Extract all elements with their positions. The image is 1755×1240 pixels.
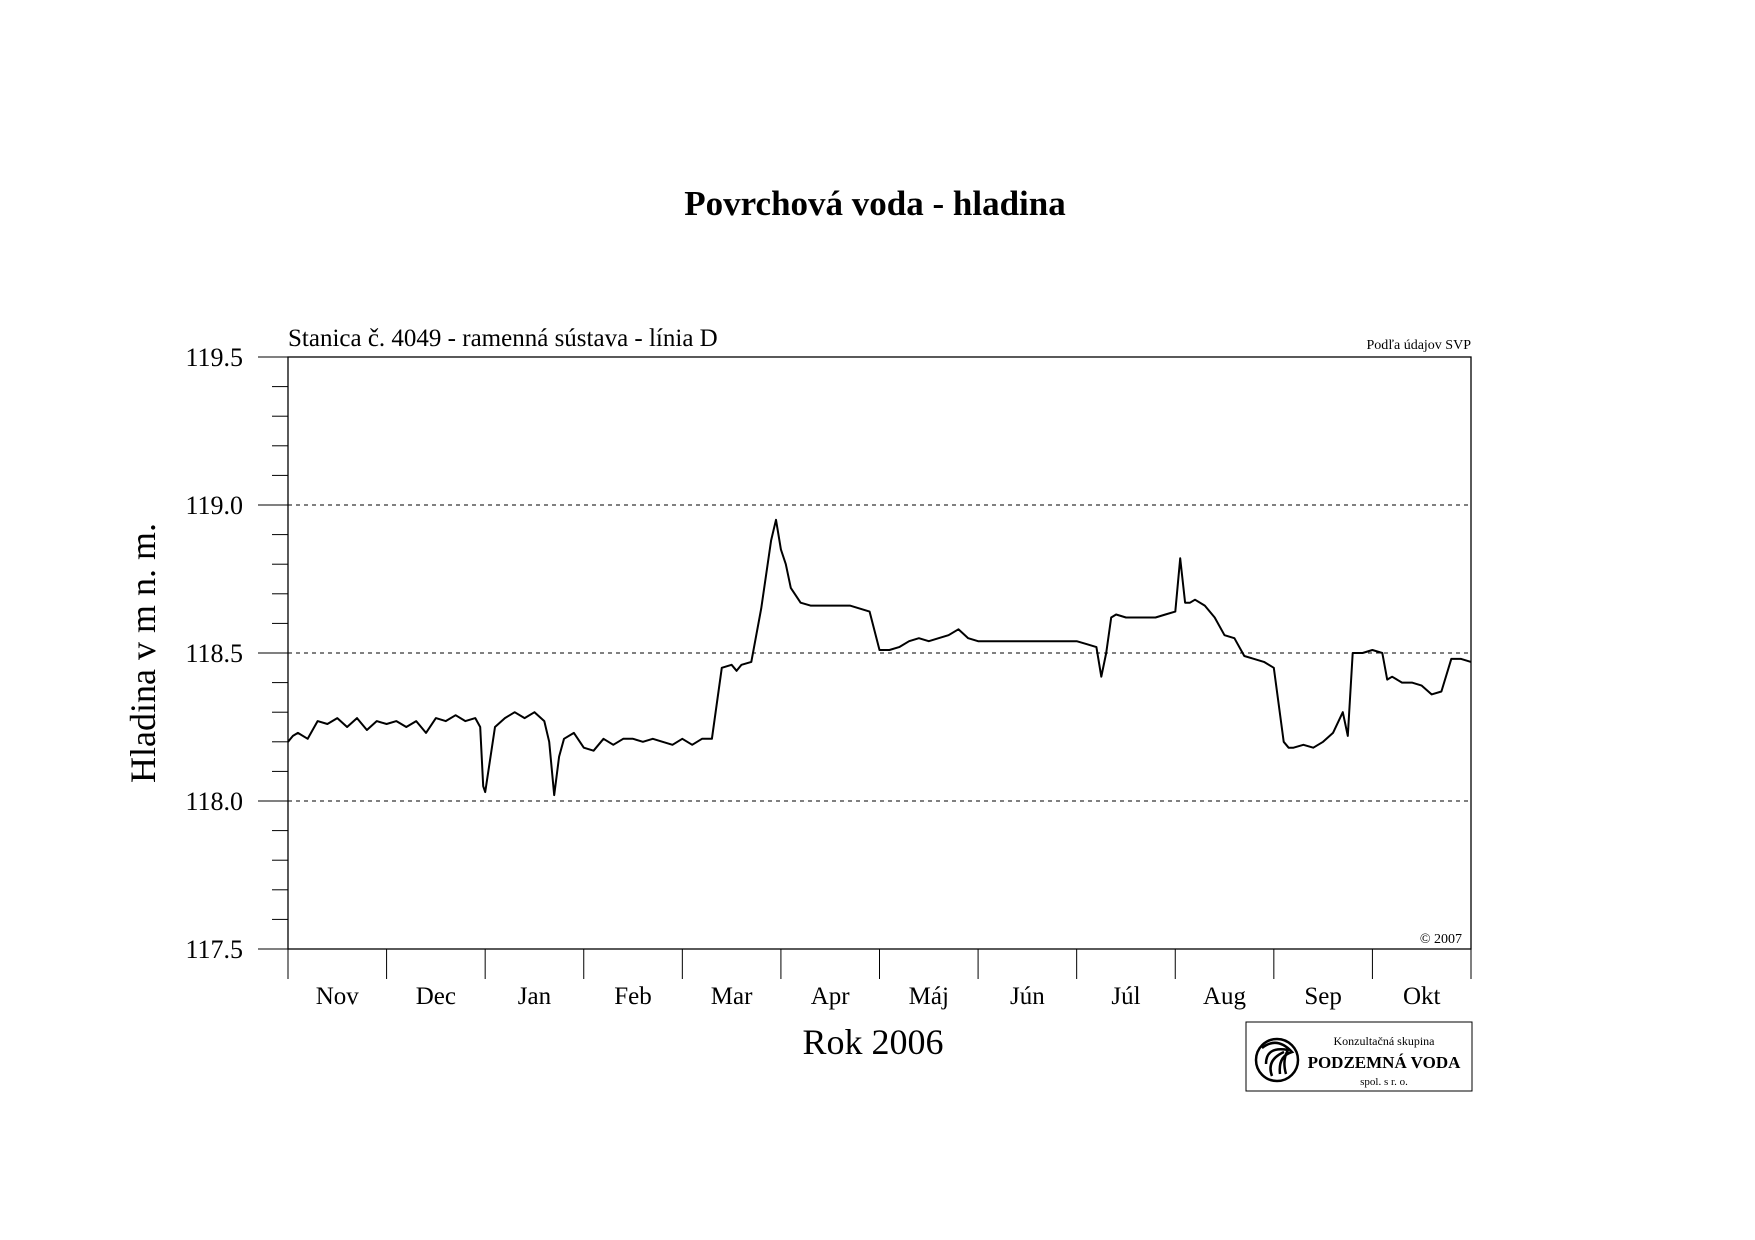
x-tick-labels: Nov Dec Jan Feb Mar Apr Máj Jún Júl Aug Sep Okt bbox=[316, 983, 1441, 1010]
x-tick-label: Jún bbox=[1010, 983, 1045, 1010]
gridlines bbox=[288, 356, 1471, 802]
x-tick-label: Júl bbox=[1111, 983, 1140, 1010]
chart-title: Povrchová voda - hladina bbox=[684, 184, 1066, 223]
y-tick-label: 118.0 bbox=[185, 787, 243, 816]
company-logo: Konzultačná skupina PODZEMNÁ VODA spol. … bbox=[1245, 1021, 1473, 1092]
x-tick-label: Aug bbox=[1203, 983, 1247, 1010]
x-tick-label: Nov bbox=[316, 983, 360, 1010]
x-axis-label: Rok 2006 bbox=[802, 1022, 943, 1062]
y-tick-label: 117.5 bbox=[185, 935, 243, 964]
x-tick-label: Feb bbox=[614, 983, 652, 1010]
x-tick-label: Mar bbox=[711, 983, 753, 1010]
x-tick-label: Máj bbox=[909, 983, 949, 1010]
y-tick-label: 119.0 bbox=[185, 491, 243, 520]
logo-line2: PODZEMNÁ VODA bbox=[1308, 1053, 1462, 1072]
x-tick-label: Dec bbox=[416, 983, 456, 1010]
plot-frame bbox=[287, 356, 1472, 950]
y-minor-ticks bbox=[258, 356, 288, 950]
x-tick-label: Sep bbox=[1304, 983, 1342, 1010]
y-tick-label: 118.5 bbox=[185, 639, 243, 668]
chart-subtitle: Stanica č. 4049 - ramenná sústava - líni… bbox=[288, 325, 718, 352]
logo-line1: Konzultačná skupina bbox=[1334, 1034, 1436, 1048]
y-axis-label: Hladina v m n. m. bbox=[123, 523, 163, 783]
y-tick-labels: 117.5 118.0 118.5 119.0 119.5 bbox=[185, 343, 243, 964]
y-tick-label: 119.5 bbox=[185, 343, 243, 372]
logo-line3: spol. s r. o. bbox=[1360, 1076, 1408, 1088]
x-tick-label: Okt bbox=[1403, 983, 1441, 1010]
x-tick-label: Apr bbox=[811, 983, 851, 1010]
series-line bbox=[287, 518, 1472, 797]
x-tick-label: Jan bbox=[518, 983, 552, 1010]
x-ticks bbox=[287, 949, 1472, 979]
logo-spiral-icon bbox=[1254, 1037, 1300, 1083]
source-note: Podľa údajov SVP bbox=[1367, 338, 1472, 353]
copyright-note: © 2007 bbox=[1420, 932, 1462, 947]
